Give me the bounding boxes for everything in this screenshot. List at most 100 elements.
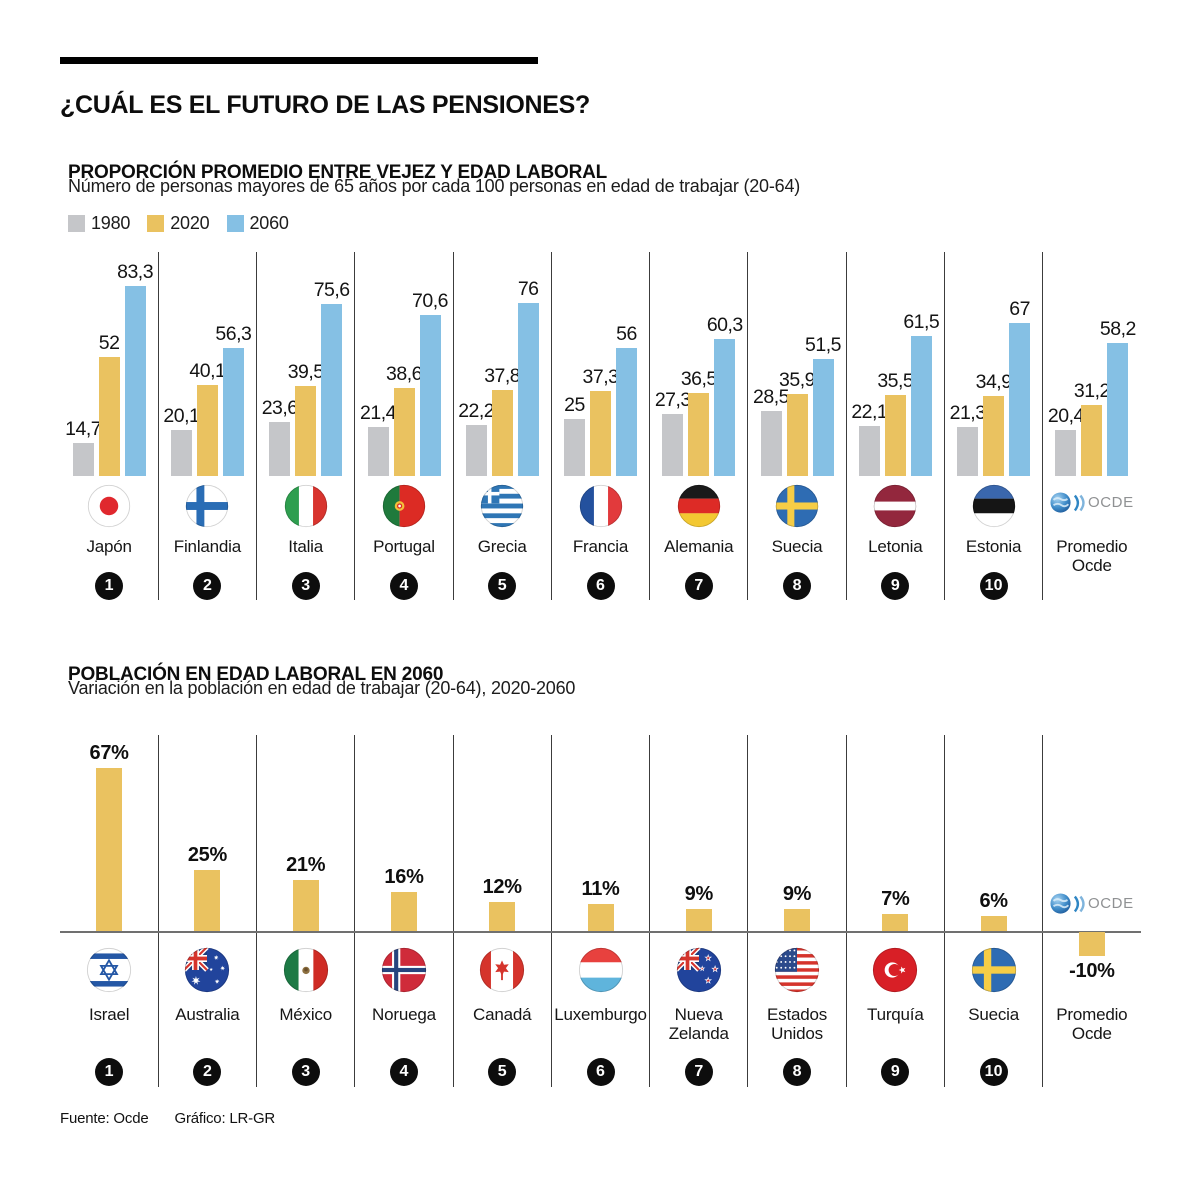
column-separator xyxy=(256,735,258,1087)
rank-badge: 4 xyxy=(389,572,418,600)
ocde-chevrons-icon xyxy=(1073,895,1085,912)
column-separator xyxy=(943,735,945,1087)
country-label: México xyxy=(279,1005,332,1024)
column-separator xyxy=(452,252,454,600)
country-label: Japón xyxy=(86,537,132,556)
flag-sweden-icon xyxy=(971,947,1016,993)
legend-item-2020: 2020 xyxy=(147,213,210,234)
flag-greece-icon xyxy=(481,484,524,528)
column-separator xyxy=(1042,735,1044,1087)
ocde-logo-text: OCDE xyxy=(1087,494,1134,511)
bar-1980-4 xyxy=(465,425,487,476)
value-label-10: -10% xyxy=(1069,960,1115,983)
bar-4 xyxy=(489,901,516,931)
value-label-1980-9: 21,3 xyxy=(949,402,986,425)
value-label-2060-1: 56,3 xyxy=(215,322,252,345)
flag-usa-icon xyxy=(774,947,820,993)
rank-badge: 7 xyxy=(684,572,713,600)
value-label-2020-5: 37,3 xyxy=(582,366,619,388)
bar-9 xyxy=(980,916,1007,931)
bar-2020-4 xyxy=(491,389,513,476)
rank-badge: 6 xyxy=(586,572,615,600)
country-flag xyxy=(87,484,131,528)
country-flag xyxy=(283,947,329,993)
country-flag xyxy=(873,484,917,528)
value-label-1980-7: 28,5 xyxy=(753,386,789,408)
value-label-1: 25% xyxy=(187,844,227,867)
bar-2060-2 xyxy=(321,303,343,476)
bar-1980-1 xyxy=(170,430,192,476)
bar-1980-0 xyxy=(72,442,94,476)
value-label-2060-9: 67 xyxy=(1009,298,1030,321)
country-label: Australia xyxy=(175,1005,240,1024)
country-label: Italia xyxy=(288,537,324,556)
column-separator xyxy=(550,252,552,600)
chart2-subtitle: Variación en la población en edad de tra… xyxy=(68,678,576,698)
value-label-2060-5: 56 xyxy=(616,323,637,346)
country-label: Alemania xyxy=(664,537,734,556)
flag-australia-icon xyxy=(185,947,230,993)
value-label-1980-3: 21,4 xyxy=(360,402,396,425)
value-label-2020-7: 35,9 xyxy=(779,369,815,392)
legend-swatch-2020 xyxy=(147,215,165,232)
flag-estonia-icon xyxy=(972,484,1015,528)
value-label-2020-6: 36,5 xyxy=(680,367,717,390)
country-label: Grecia xyxy=(477,537,527,556)
value-label-2020-3: 38,6 xyxy=(386,363,422,385)
bar-1980-6 xyxy=(662,413,684,476)
value-label-2060-0: 83,3 xyxy=(117,261,154,284)
rank-badge: 3 xyxy=(291,572,320,600)
flag-japan-icon xyxy=(88,484,131,528)
column-separator xyxy=(649,252,651,600)
flag-latvia-icon xyxy=(874,484,917,528)
rank-badge: 6 xyxy=(586,1058,615,1086)
bar-2060-4 xyxy=(517,302,539,476)
country-flag xyxy=(578,947,624,993)
value-label-1980-6: 27,3 xyxy=(654,388,691,411)
value-label-2: 21% xyxy=(286,854,326,876)
country-flag xyxy=(775,484,819,528)
country-label: Israel xyxy=(88,1005,130,1024)
flag-finland-icon xyxy=(186,484,229,528)
value-label-2060-4: 76 xyxy=(517,277,539,300)
value-label-2060-8: 61,5 xyxy=(903,310,940,333)
bar-2020-10 xyxy=(1081,404,1103,476)
rank-badge: 4 xyxy=(389,1058,418,1086)
value-label-2060-10: 58,2 xyxy=(1099,318,1136,341)
legend-label-2020: 2020 xyxy=(170,213,210,233)
country-label: Finlandia xyxy=(173,537,241,556)
legend-item-1980: 1980 xyxy=(68,213,130,234)
value-label-6: 9% xyxy=(684,883,714,906)
column-separator xyxy=(845,735,847,1087)
column-separator xyxy=(157,252,159,600)
bar-2020-7 xyxy=(786,394,808,476)
bar-2060-7 xyxy=(812,358,834,476)
country-label: Noruega xyxy=(372,1005,436,1024)
column-separator xyxy=(1042,252,1044,600)
value-label-0: 67% xyxy=(89,742,129,765)
value-label-1980-5: 25 xyxy=(564,394,585,416)
value-label-1980-8: 22,1 xyxy=(851,400,888,423)
country-label: Portugal xyxy=(373,537,435,556)
rank-badge: 5 xyxy=(488,572,517,600)
source-label: Fuente: Ocde xyxy=(60,1110,149,1127)
rank-badge: 7 xyxy=(684,1058,713,1086)
bar-1980-7 xyxy=(760,411,782,476)
legend-label-2060: 2060 xyxy=(249,213,289,233)
value-label-2020-9: 34,9 xyxy=(975,371,1012,394)
rank-badge: 10 xyxy=(979,572,1008,600)
bar-2060-0 xyxy=(124,286,146,476)
flag-turkey-icon xyxy=(873,947,918,993)
legend-swatch-2060 xyxy=(226,215,244,232)
bar-5 xyxy=(587,904,614,931)
country-label: Estonia xyxy=(965,537,1022,556)
chart1-subtitle: Número de personas mayores de 65 años po… xyxy=(68,176,801,196)
rank-badge: 9 xyxy=(881,1058,910,1086)
flag-luxembourg-icon xyxy=(578,947,623,993)
bar-3 xyxy=(391,892,417,931)
ocde-logo: OCDE xyxy=(1043,492,1141,513)
chart2-title: POBLACIÓN EN EDAD LABORAL EN 2060 xyxy=(68,663,444,685)
bar-7 xyxy=(784,909,810,931)
country-label: Promedio Ocde xyxy=(1056,537,1128,575)
rank-badge: 2 xyxy=(193,572,222,600)
